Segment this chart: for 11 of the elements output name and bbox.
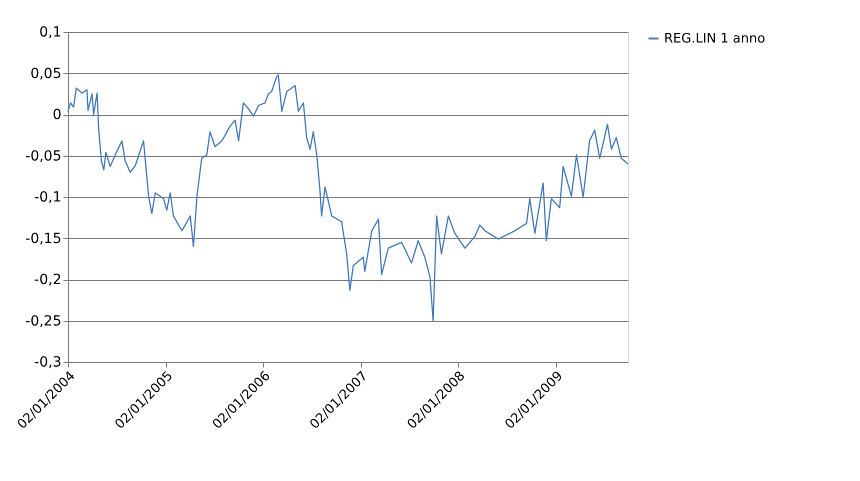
y-tick-label: -0,1 [34, 190, 62, 206]
y-tick-label: -0,15 [25, 230, 62, 247]
y-tick-label: -0,3 [34, 354, 62, 370]
y-tick-label: 0,05 [30, 66, 62, 82]
y-tick-label: -0,25 [25, 313, 62, 330]
y-tick-label: 0,1 [39, 24, 62, 40]
y-tick-label: -0,05 [25, 148, 62, 164]
line-series [67, 74, 629, 322]
y-tick-label: 0 [52, 107, 62, 123]
legend-label: REG.LIN 1 anno [664, 32, 766, 46]
y-tick-label: -0,2 [34, 272, 62, 288]
